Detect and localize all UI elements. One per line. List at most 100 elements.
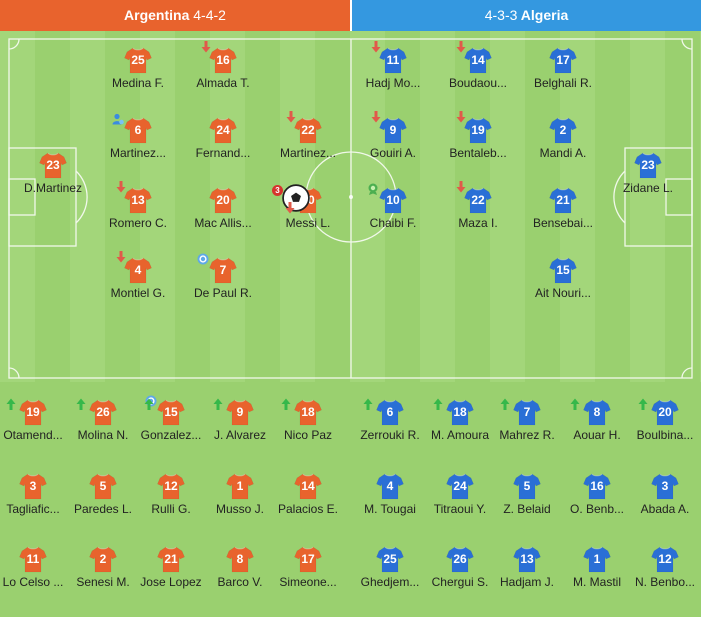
shirt-number: 6 <box>134 123 142 137</box>
shirt-number: 14 <box>301 479 315 493</box>
away-team-name: Algeria <box>520 7 569 23</box>
substitute-player[interactable]: 1 Musso J. <box>195 472 285 516</box>
substitute-player[interactable]: 3 Tagliafic... <box>0 472 78 516</box>
player-name: Boudaou... <box>448 76 508 90</box>
home-team-name: Argentina <box>124 7 190 23</box>
shirt-number: 14 <box>471 53 485 67</box>
substitute-player[interactable]: 16 O. Benb... <box>552 472 642 516</box>
substitute-player[interactable]: 7 Mahrez R. <box>482 398 572 442</box>
football-icon <box>282 184 310 212</box>
shirt-number: 24 <box>216 123 230 137</box>
substitute-player[interactable]: 4 M. Tougai <box>345 472 435 516</box>
player-shirt-icon: 26 <box>76 398 117 426</box>
substitute-player[interactable]: 15 Gonzalez... <box>126 395 216 442</box>
substitute-player[interactable]: 11 Lo Celso ... <box>0 545 78 589</box>
lineup-player[interactable]: 10 Chaibi F. <box>348 183 438 230</box>
lineup-player[interactable]: 17 Belghali R. <box>518 46 608 90</box>
shirt-number: 6 <box>386 405 394 419</box>
player-shirt-icon: 18 <box>433 398 474 426</box>
lineup-player[interactable]: 21 Bensebai... <box>518 186 608 230</box>
green-up-arrow-icon <box>362 398 374 410</box>
player-shirt-icon: 11 <box>19 545 47 573</box>
home-team-header[interactable]: Argentina 4-4-2 <box>0 0 350 31</box>
lineup-player[interactable]: 16 Almada T. <box>178 41 268 90</box>
player-shirt-icon: 8 <box>570 398 611 426</box>
home-team-formation: 4-4-2 <box>193 7 226 23</box>
substitute-player[interactable]: 1 M. Mastil <box>552 545 642 589</box>
player-name: Maza I. <box>458 216 498 230</box>
lineup-player[interactable]: 15 Ait Nouri... <box>518 256 608 300</box>
lineup-player[interactable]: 22 Martinez... <box>263 111 353 160</box>
substitute-player[interactable]: 9 J. Alvarez <box>195 398 285 442</box>
lineup-player[interactable]: 22 Maza I. <box>433 181 523 230</box>
shirt-number: 21 <box>164 552 178 566</box>
player-shirt-icon: 21 <box>157 545 185 573</box>
substitute-player[interactable]: 3 Abada A. <box>620 472 701 516</box>
shirt-number: 5 <box>99 479 107 493</box>
lineup-player[interactable]: 2 Mandi A. <box>518 116 608 160</box>
substitute-player[interactable]: 6 Zerrouki R. <box>345 398 435 442</box>
player-shirt-icon: 1 <box>226 472 254 500</box>
lineup-player[interactable]: 20 Mac Allis... <box>178 186 268 230</box>
substitute-player[interactable]: 8 Barco V. <box>195 545 285 589</box>
lineup-player[interactable]: 4 Montiel G. <box>93 251 183 300</box>
player-shirt-icon: 20 <box>209 186 237 214</box>
substitute-player[interactable]: 8 Aouar H. <box>552 398 642 442</box>
substitute-player[interactable]: 26 Molina N. <box>58 398 148 442</box>
green-up-arrow-icon <box>637 398 649 410</box>
substitute-player[interactable]: 5 Paredes L. <box>58 472 148 516</box>
player-shirt-icon: 2 <box>549 116 577 144</box>
shirt-number: 23 <box>641 158 655 172</box>
player-name: Mac Allis... <box>194 216 252 230</box>
player-shirt-icon: 6 <box>363 398 404 426</box>
lineup-player[interactable]: 7 De Paul R. <box>178 253 268 300</box>
substitute-player[interactable]: 14 Palacios E. <box>263 472 353 516</box>
player-shirt-icon: 4 <box>116 251 152 284</box>
player-shirt-icon: 3 <box>651 472 679 500</box>
shirt-number: 13 <box>131 193 145 207</box>
player-shirt-icon: 19 <box>6 398 47 426</box>
lineup-player[interactable]: 24 Fernand... <box>178 116 268 160</box>
substitute-player[interactable]: 21 Jose Lopez <box>126 545 216 589</box>
substitute-player[interactable]: 18 Nico Paz <box>263 398 353 442</box>
player-shirt-icon: 26 <box>446 545 474 573</box>
player-name: Nico Paz <box>283 428 333 442</box>
lineup-player[interactable]: 103 Messi L. <box>263 184 353 230</box>
player-name: Fernand... <box>195 146 251 160</box>
player-name: De Paul R. <box>193 286 253 300</box>
substitute-player[interactable]: 25 Ghedjem... <box>345 545 435 589</box>
substitute-player[interactable]: 17 Simeone... <box>263 545 353 589</box>
substitute-player[interactable]: 24 Titraoui Y. <box>415 472 505 516</box>
lineup-player[interactable]: 19 Bentaleb... <box>433 111 523 160</box>
lineup-player[interactable]: 14 Boudaou... <box>433 41 523 90</box>
player-shirt-icon: 15 <box>144 395 185 426</box>
substitute-player[interactable]: 5 Z. Belaid <box>482 472 572 516</box>
shirt-number: 5 <box>523 479 531 493</box>
lineup-player[interactable]: 13 Romero C. <box>93 181 183 230</box>
shirt-number: 8 <box>236 552 244 566</box>
substitute-player[interactable]: 2 Senesi M. <box>58 545 148 589</box>
lineup-player[interactable]: 23 Zidane L. <box>603 151 693 195</box>
substitute-player[interactable]: 19 Otamend... <box>0 398 78 442</box>
substitute-player[interactable]: 13 Hadjam J. <box>482 545 572 589</box>
substitute-player[interactable]: 20 Boulbina... <box>620 398 701 442</box>
player-shirt-icon: 19 <box>456 111 492 144</box>
player-name: Belghali R. <box>533 76 593 90</box>
substitute-player[interactable]: 18 M. Amoura <box>415 398 505 442</box>
green-up-arrow-icon <box>432 398 444 410</box>
away-team-header[interactable]: 4-3-3 Algeria <box>352 0 701 31</box>
player-shirt-icon: 10 <box>368 183 407 214</box>
player-name: Romero C. <box>108 216 167 230</box>
substitute-player[interactable]: 12 Rulli G. <box>126 472 216 516</box>
lineup-player[interactable]: 9 Gouiri A. <box>348 111 438 160</box>
lineup-player[interactable]: 23 D.Martinez <box>8 151 98 195</box>
substitute-player[interactable]: 12 N. Benbo... <box>620 545 701 589</box>
player-shirt-icon: 2 <box>89 545 117 573</box>
shirt-number: 16 <box>590 479 604 493</box>
substitute-player[interactable]: 26 Chergui S. <box>415 545 505 589</box>
lineup-header: Argentina 4-4-2 4-3-3 Algeria <box>0 0 701 31</box>
lineup-player[interactable]: 11 Hadj Mo... <box>348 41 438 90</box>
lineup-player[interactable]: 6 Martinez... <box>93 113 183 160</box>
player-shirt-icon: 12 <box>651 545 679 573</box>
lineup-player[interactable]: 25 Medina F. <box>93 46 183 90</box>
